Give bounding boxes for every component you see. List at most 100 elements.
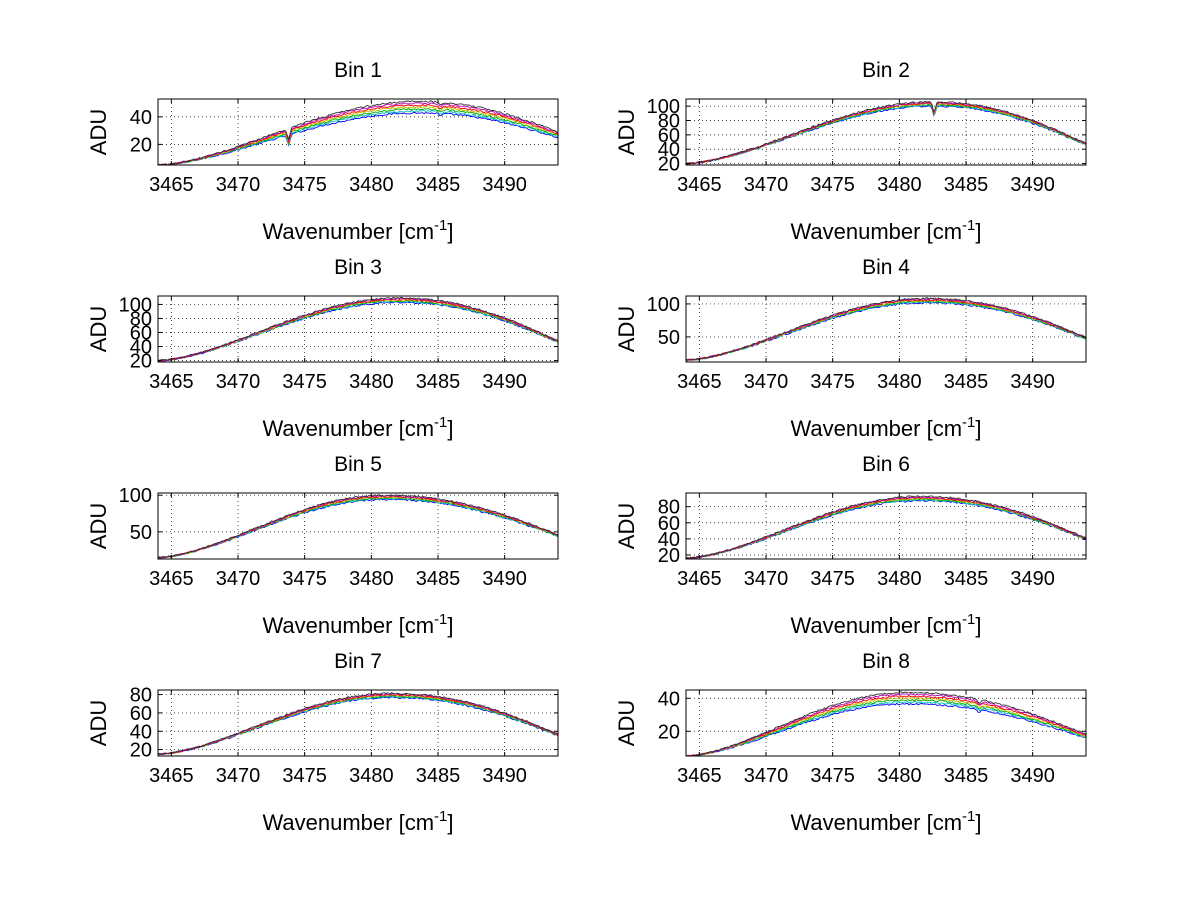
x-tick-label: 3465 xyxy=(149,568,194,590)
y-tick-label: 40 xyxy=(130,721,152,743)
x-tick-label: 3490 xyxy=(482,371,527,393)
y-axis-label: ADU xyxy=(86,109,111,155)
series-line-7 xyxy=(158,296,558,362)
x-tick-label: 3485 xyxy=(944,174,989,196)
y-tick-label: 80 xyxy=(130,685,152,707)
x-tick-label: 3480 xyxy=(877,568,922,590)
subplot-title: Bin 4 xyxy=(862,256,910,279)
y-axis-label: ADU xyxy=(614,700,639,746)
series-line-4 xyxy=(686,697,1086,756)
x-axis-label: Wavenumber [cm-1] xyxy=(790,611,981,638)
axes-box xyxy=(685,295,1087,363)
y-tick-label: 20 xyxy=(130,134,152,156)
axes-box xyxy=(157,295,559,363)
y-tick-label: 20 xyxy=(658,545,680,567)
x-tick-label: 3485 xyxy=(416,568,461,590)
y-axis-label: ADU xyxy=(614,109,639,155)
x-tick-label: 3490 xyxy=(482,765,527,787)
axes-box xyxy=(685,689,1087,757)
subplot-bin-4: 3465 3470 3475 3480 3485 3490 50 100 Bin 4 Wavenu… xyxy=(614,256,1087,441)
plot-area xyxy=(158,493,558,559)
plot-area xyxy=(158,296,558,362)
y-axis-label: ADU xyxy=(614,503,639,549)
y-tick-label: 40 xyxy=(658,688,680,710)
x-axis-label: Wavenumber [cm-1] xyxy=(790,217,981,244)
x-tick-label: 3490 xyxy=(1010,174,1055,196)
x-tick-label: 3475 xyxy=(810,174,855,196)
x-tick-label: 3465 xyxy=(677,568,722,590)
y-tick-label: 20 xyxy=(130,351,152,373)
y-axis-label: ADU xyxy=(86,503,111,549)
x-axis-label: Wavenumber [cm-1] xyxy=(790,808,981,835)
y-tick-label: 100 xyxy=(119,294,152,316)
series-line-1 xyxy=(686,702,1086,756)
x-tick-label: 3480 xyxy=(877,765,922,787)
subplot-title: Bin 5 xyxy=(334,453,382,476)
x-axis-label: Wavenumber [cm-1] xyxy=(262,808,453,835)
y-tick-label: 20 xyxy=(658,721,680,743)
subplot-title: Bin 6 xyxy=(862,453,910,476)
axes-box xyxy=(157,98,559,166)
x-tick-label: 3475 xyxy=(282,568,327,590)
subplot-bin-5: 3465 3470 3475 3480 3485 3490 50 100 Bin 5 Wavenu… xyxy=(86,453,559,638)
x-tick-label: 3470 xyxy=(744,174,789,196)
x-tick-label: 3470 xyxy=(744,568,789,590)
x-tick-label: 3480 xyxy=(877,174,922,196)
y-tick-label: 60 xyxy=(130,323,152,345)
y-tick-label: 40 xyxy=(658,139,680,161)
x-tick-label: 3465 xyxy=(149,765,194,787)
y-axis-label: ADU xyxy=(614,306,639,352)
x-tick-label: 3475 xyxy=(282,765,327,787)
x-tick-label: 3465 xyxy=(149,174,194,196)
series-line-7 xyxy=(686,101,1086,165)
y-tick-label: 50 xyxy=(658,327,680,349)
x-tick-label: 3470 xyxy=(216,371,261,393)
x-tick-label: 3480 xyxy=(349,765,394,787)
x-tick-label: 3475 xyxy=(810,568,855,590)
y-axis-label: ADU xyxy=(86,700,111,746)
y-tick-label: 40 xyxy=(130,107,152,129)
axes-box xyxy=(685,98,1087,166)
x-tick-label: 3465 xyxy=(149,371,194,393)
series-line-7 xyxy=(158,100,558,165)
x-tick-label: 3470 xyxy=(216,174,261,196)
subplot-title: Bin 8 xyxy=(862,650,910,673)
subplot-title: Bin 3 xyxy=(334,256,382,279)
x-tick-label: 3490 xyxy=(1010,765,1055,787)
x-tick-label: 3465 xyxy=(677,371,722,393)
x-tick-label: 3485 xyxy=(416,765,461,787)
series-line-6 xyxy=(686,693,1086,756)
y-tick-label: 100 xyxy=(647,294,680,316)
x-tick-label: 3470 xyxy=(744,371,789,393)
y-tick-label: 80 xyxy=(658,497,680,519)
x-tick-label: 3470 xyxy=(216,765,261,787)
x-tick-label: 3480 xyxy=(349,371,394,393)
x-tick-label: 3490 xyxy=(1010,371,1055,393)
series-line-7 xyxy=(158,494,558,559)
y-tick-label: 80 xyxy=(658,111,680,133)
plot-area xyxy=(686,690,1086,756)
x-tick-label: 3490 xyxy=(482,174,527,196)
y-tick-label: 100 xyxy=(647,96,680,118)
series-line-4 xyxy=(158,106,558,165)
y-tick-label: 60 xyxy=(658,125,680,147)
x-tick-label: 3480 xyxy=(349,174,394,196)
y-axis-label: ADU xyxy=(86,306,111,352)
y-tick-label: 40 xyxy=(658,529,680,551)
x-tick-label: 3465 xyxy=(677,765,722,787)
y-tick-label: 40 xyxy=(130,337,152,359)
y-tick-label: 50 xyxy=(130,522,152,544)
x-tick-label: 3475 xyxy=(282,174,327,196)
subplot-bin-8: 3465 3470 3475 3480 3485 3490 20 40 Bin 8 Wavenum… xyxy=(614,650,1087,835)
x-tick-label: 3465 xyxy=(677,174,722,196)
y-tick-label: 100 xyxy=(119,485,152,507)
x-tick-label: 3475 xyxy=(282,371,327,393)
series-line-1 xyxy=(158,111,558,165)
subplot-title: Bin 2 xyxy=(862,59,910,82)
x-tick-label: 3480 xyxy=(877,371,922,393)
x-tick-label: 3485 xyxy=(416,371,461,393)
subplot-bin-1: 3465 3470 3475 3480 3485 3490 20 40 Bin 1 Wavenum… xyxy=(86,59,559,244)
